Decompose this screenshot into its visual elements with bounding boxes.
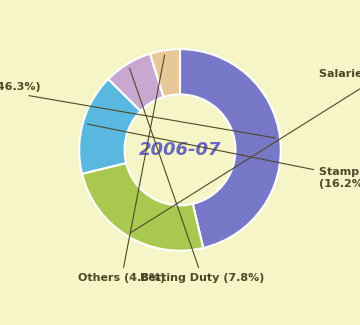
Text: Stamp Duty
(16.2%): Stamp Duty (16.2%) xyxy=(87,124,360,189)
Wedge shape xyxy=(180,49,281,248)
Text: Others (4.8%): Others (4.8%) xyxy=(78,55,165,283)
Wedge shape xyxy=(79,79,140,174)
Wedge shape xyxy=(82,163,203,251)
Text: Betting Duty (7.8%): Betting Duty (7.8%) xyxy=(130,68,264,283)
Text: Profits Tax (46.3%): Profits Tax (46.3%) xyxy=(0,83,275,138)
Text: 2006-07: 2006-07 xyxy=(139,141,221,159)
Wedge shape xyxy=(108,54,163,111)
Text: Salaries Tax (24.9%): Salaries Tax (24.9%) xyxy=(131,69,360,233)
Wedge shape xyxy=(150,49,180,97)
